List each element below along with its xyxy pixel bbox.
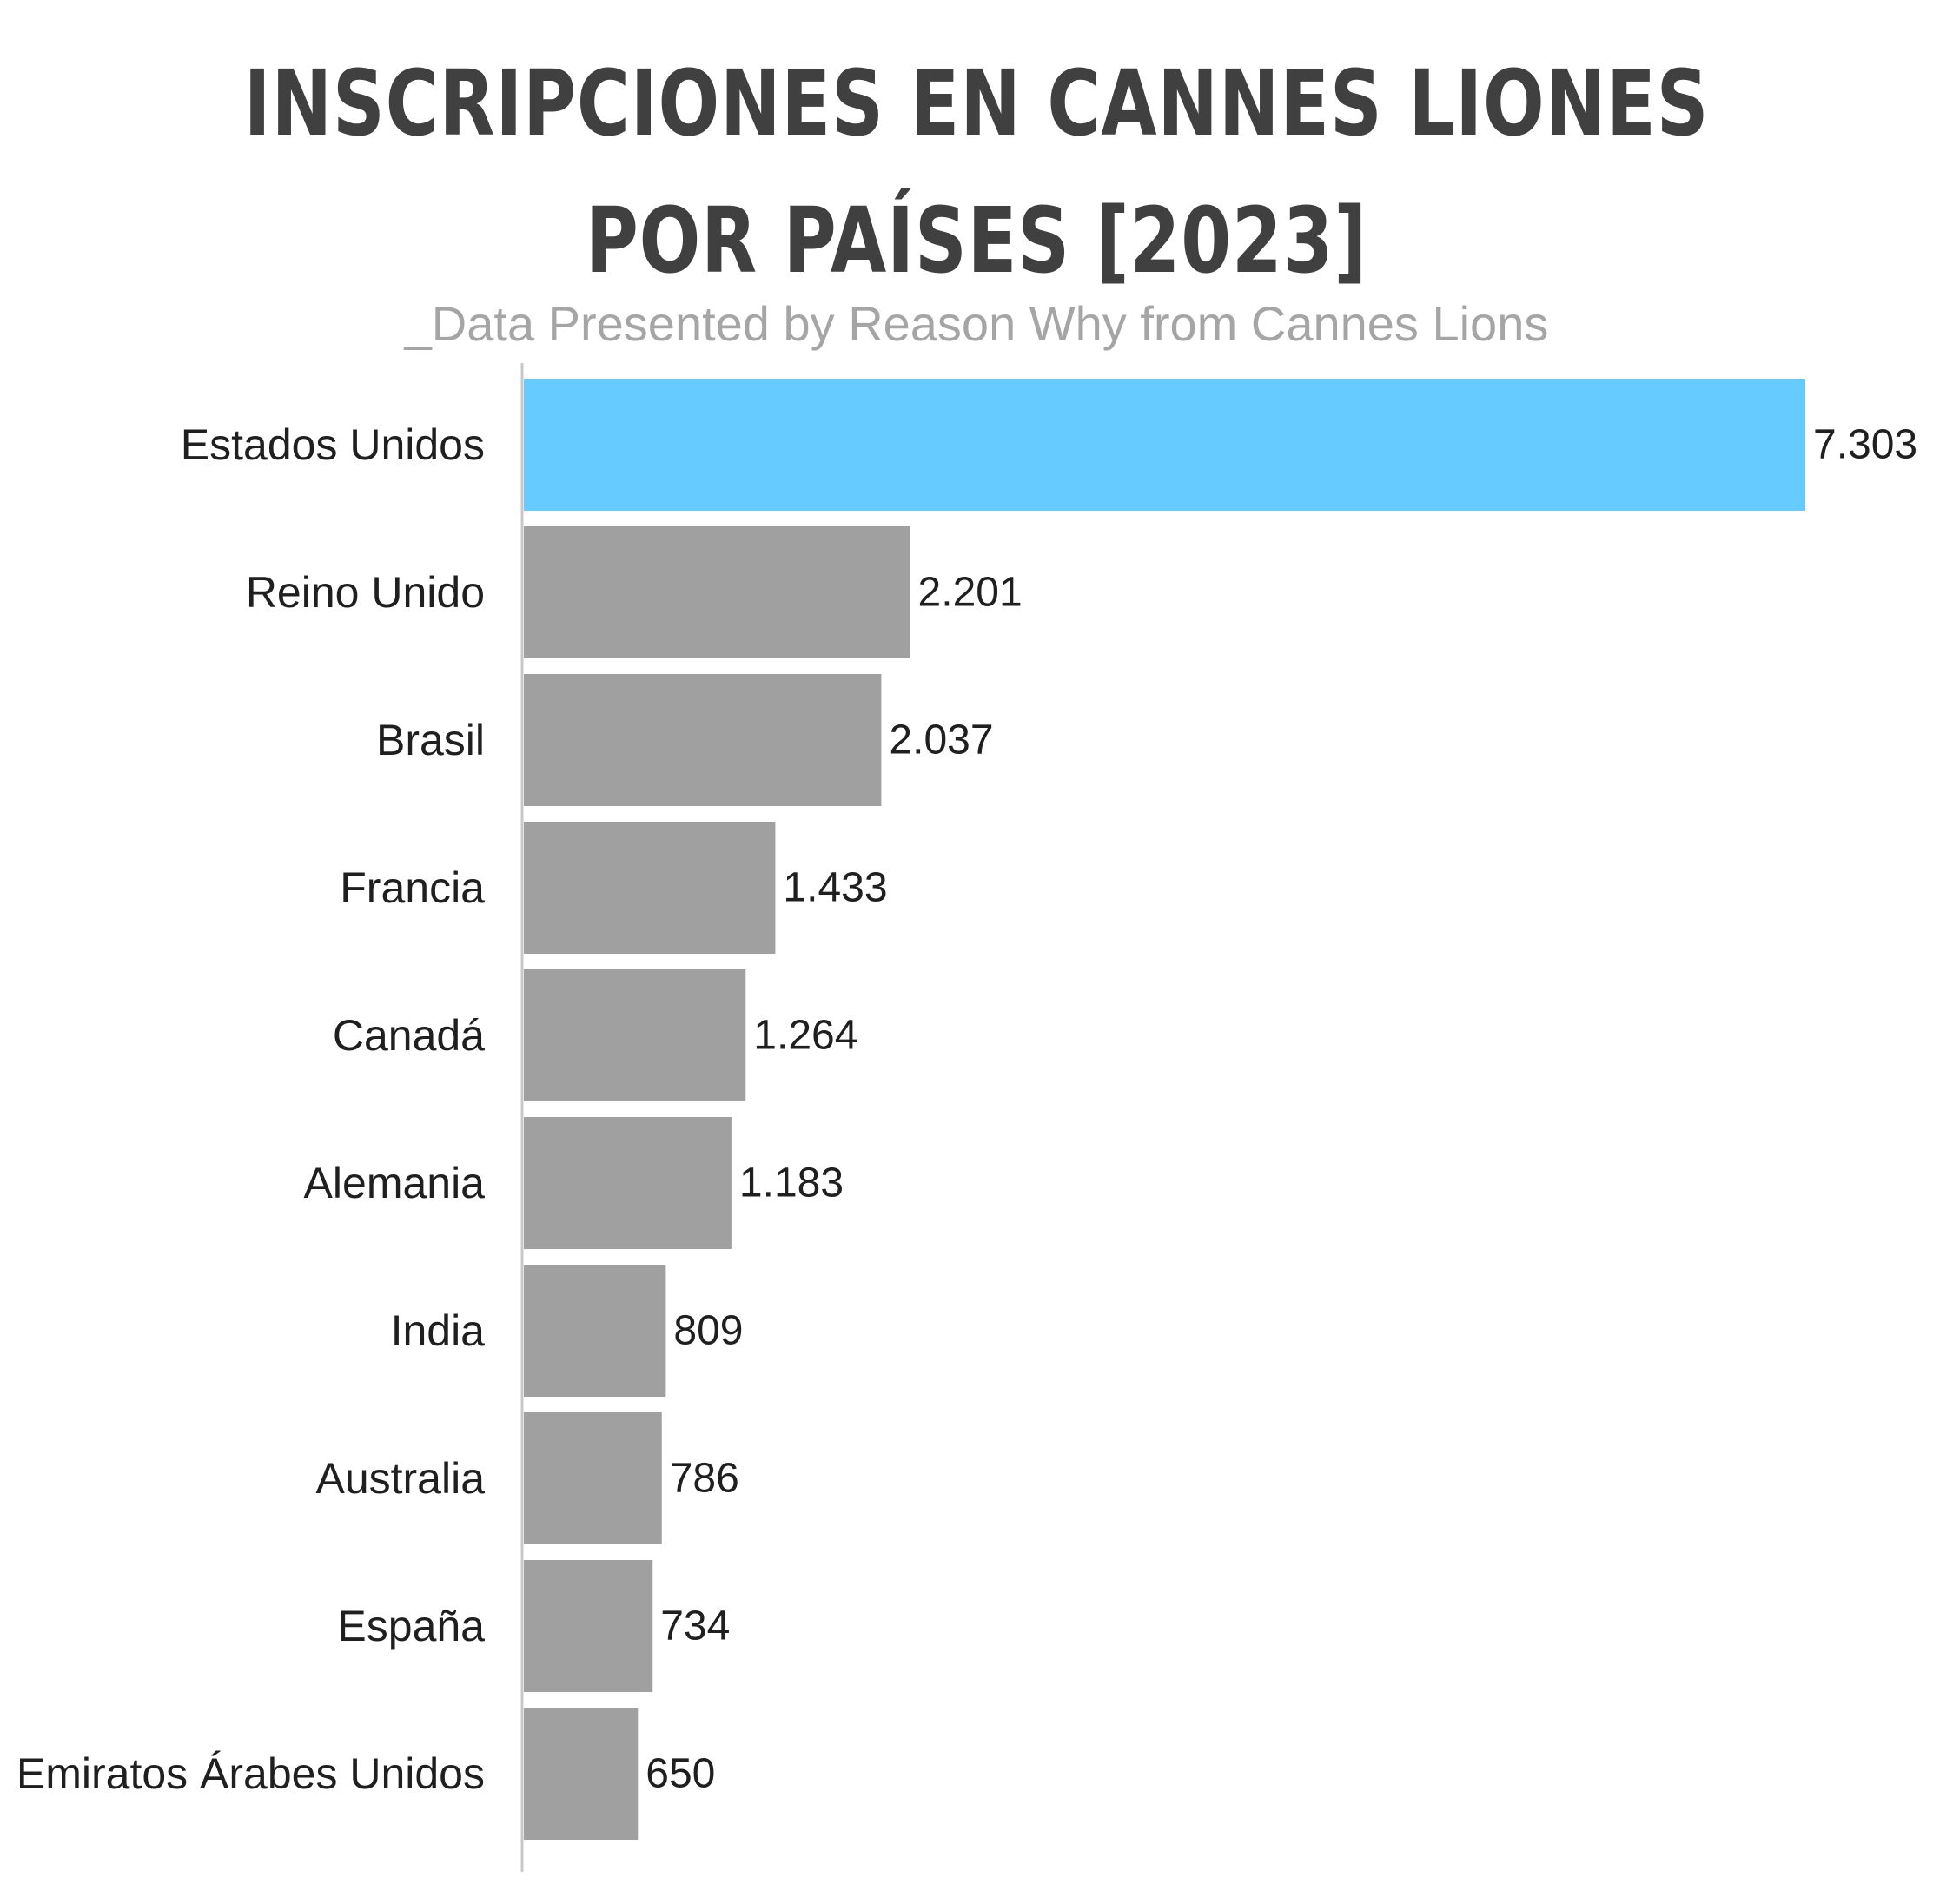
category-label-6: India <box>391 1306 486 1355</box>
category-label-8: España <box>337 1602 485 1650</box>
value-labels-group: 7.303 2.201 2.037 1.433 1.264 1.183 809 786 734 6… <box>645 422 1917 1797</box>
category-label-5: Alemania <box>304 1159 486 1207</box>
value-label-2: 2.037 <box>889 717 993 764</box>
value-label-4: 1.264 <box>753 1013 857 1059</box>
bar-3 <box>524 822 776 954</box>
category-labels-group: Estados Unidos Reino Unido Brasil Francia Ca… <box>17 420 485 1798</box>
category-label-2: Brasil <box>376 716 485 764</box>
bar-1 <box>524 526 910 658</box>
bar-6 <box>524 1265 666 1397</box>
category-label-0: Estados Unidos <box>181 420 485 469</box>
chart-title: INSCRIPCIONES EN CANNES LIONES POR PAÍSE… <box>195 35 1758 309</box>
category-label-4: Canadá <box>333 1011 485 1060</box>
chart-subtitle: _Data Presented by Reason Why from Canne… <box>404 296 1549 351</box>
value-label-9: 650 <box>645 1751 715 1797</box>
bar-4 <box>524 969 746 1101</box>
category-label-9: Emiratos Árabes Unidos <box>17 1749 485 1798</box>
chart-title-line-2: POR PAÍSES [2023] <box>585 188 1368 294</box>
bars-group <box>524 379 1805 1840</box>
value-label-7: 786 <box>670 1456 739 1502</box>
category-label-3: Francia <box>340 863 485 912</box>
chart-title-line-1: INSCRIPCIONES EN CANNES LIONES <box>243 50 1710 156</box>
value-label-6: 809 <box>673 1308 743 1354</box>
category-label-7: Australia <box>315 1454 485 1503</box>
category-label-1: Reino Unido <box>246 568 485 617</box>
value-label-8: 734 <box>660 1603 730 1649</box>
bar-8 <box>524 1560 653 1692</box>
value-label-3: 1.433 <box>783 865 887 911</box>
bar-5 <box>524 1117 732 1249</box>
value-label-5: 1.183 <box>739 1160 844 1207</box>
bar-2 <box>524 674 882 806</box>
bar-7 <box>524 1412 662 1544</box>
value-label-0: 7.303 <box>1813 422 1917 468</box>
bar-0 <box>524 379 1805 511</box>
bar-9 <box>524 1708 639 1840</box>
value-label-1: 2.201 <box>918 570 1023 616</box>
